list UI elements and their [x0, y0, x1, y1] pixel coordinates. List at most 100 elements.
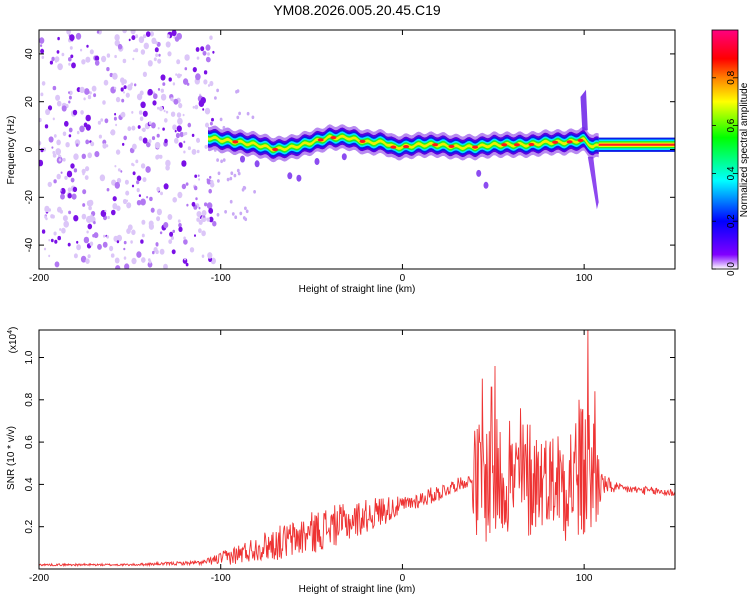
noise-speck	[206, 217, 210, 222]
noise-speck	[57, 235, 61, 241]
noise-speck	[171, 249, 176, 255]
noise-speck	[167, 214, 173, 220]
noise-speck	[131, 35, 136, 41]
stray-blob	[476, 169, 482, 177]
noise-speck	[56, 139, 61, 146]
noise-speck	[183, 150, 186, 154]
noise-speck	[201, 254, 205, 258]
stray-blob	[296, 174, 302, 182]
ridge-peak-spot	[501, 143, 508, 147]
noise-speck	[163, 183, 169, 190]
noise-speck	[80, 110, 84, 115]
noise-speck	[141, 128, 144, 131]
noise-speck	[57, 36, 60, 41]
noise-speck	[83, 97, 86, 101]
noise-speck	[75, 143, 79, 147]
noise-speck	[151, 37, 157, 44]
snr-series-line	[39, 330, 675, 568]
ridge-layer	[208, 89, 675, 210]
colorbar-tick-label: 0.2	[726, 214, 737, 228]
noise-speck	[123, 135, 127, 141]
noise-speck	[71, 62, 76, 69]
noise-speck	[115, 123, 118, 127]
noise-speck	[165, 165, 170, 171]
noise-speck	[251, 115, 255, 120]
noise-speck	[208, 188, 212, 194]
noise-speck	[175, 132, 180, 139]
noise-speck	[44, 205, 50, 213]
figure-title: YM08.2026.005.20.45.C19	[273, 2, 441, 18]
noise-speck	[141, 219, 146, 225]
noise-speck	[253, 190, 256, 194]
noise-speck	[179, 131, 184, 138]
noise-speck	[176, 125, 182, 132]
noise-speck	[114, 54, 117, 59]
noise-speck	[117, 168, 121, 172]
noise-speck	[86, 200, 92, 207]
noise-speck	[132, 171, 136, 176]
noise-speck	[236, 89, 240, 93]
noise-speck	[103, 234, 106, 238]
noise-speck	[67, 187, 72, 193]
noise-speck	[185, 182, 189, 186]
noise-speck	[60, 193, 65, 200]
noise-speck	[153, 247, 158, 253]
noise-speck	[234, 215, 238, 219]
noise-speck	[135, 34, 139, 39]
noise-speck	[71, 193, 77, 200]
colorbar-tick-label: 0.0	[726, 262, 737, 276]
noise-speck	[154, 47, 159, 53]
noise-speck	[244, 206, 247, 211]
noise-speck	[155, 53, 159, 57]
noise-speck	[151, 136, 156, 141]
noise-speck	[194, 104, 199, 110]
snr-x-ticks: -200 -100 0 100	[29, 330, 593, 584]
noise-speck	[52, 153, 57, 158]
noise-speck	[41, 55, 45, 60]
x-tick-label: -200	[29, 573, 49, 584]
colorbar-tick-label: 0.6	[726, 118, 737, 132]
noise-speck	[112, 130, 115, 134]
noise-speck	[138, 136, 143, 141]
noise-speck	[170, 236, 174, 240]
noise-speck	[140, 101, 146, 109]
noise-speck	[87, 152, 92, 159]
noise-speck	[143, 42, 149, 50]
noise-speck	[76, 244, 81, 251]
noise-speck	[131, 162, 134, 166]
noise-speck	[106, 235, 109, 239]
noise-speckle	[39, 30, 256, 269]
noise-speck	[147, 60, 153, 67]
noise-speck	[165, 110, 169, 114]
noise-speck	[172, 82, 176, 86]
ridge-peak-spot	[359, 139, 366, 143]
noise-speck	[81, 153, 87, 159]
noise-speck	[181, 183, 187, 190]
noise-speck	[142, 71, 147, 78]
noise-speck	[170, 111, 176, 117]
noise-speck	[167, 51, 172, 57]
noise-speck	[40, 148, 44, 153]
noise-speck	[82, 172, 85, 176]
noise-speck	[48, 254, 51, 258]
noise-speck	[45, 217, 48, 221]
y-tick-label: 0.4	[24, 477, 35, 491]
ridge-peak-spot	[566, 140, 573, 144]
noise-speck	[39, 141, 42, 146]
noise-speck	[140, 239, 144, 244]
snr-scale-note: (x104)	[7, 327, 19, 354]
noise-speck	[163, 263, 168, 269]
y-tick-label: 0.6	[24, 435, 35, 449]
noise-speck	[159, 106, 163, 112]
noise-speck	[147, 88, 153, 96]
noise-speck	[178, 223, 182, 228]
noise-speck	[82, 203, 86, 207]
noise-speck	[68, 134, 72, 138]
noise-speck	[211, 117, 214, 122]
noise-speck	[156, 216, 161, 222]
noise-speck	[156, 154, 160, 159]
noise-speck	[138, 194, 141, 198]
stray-blob	[240, 155, 245, 163]
